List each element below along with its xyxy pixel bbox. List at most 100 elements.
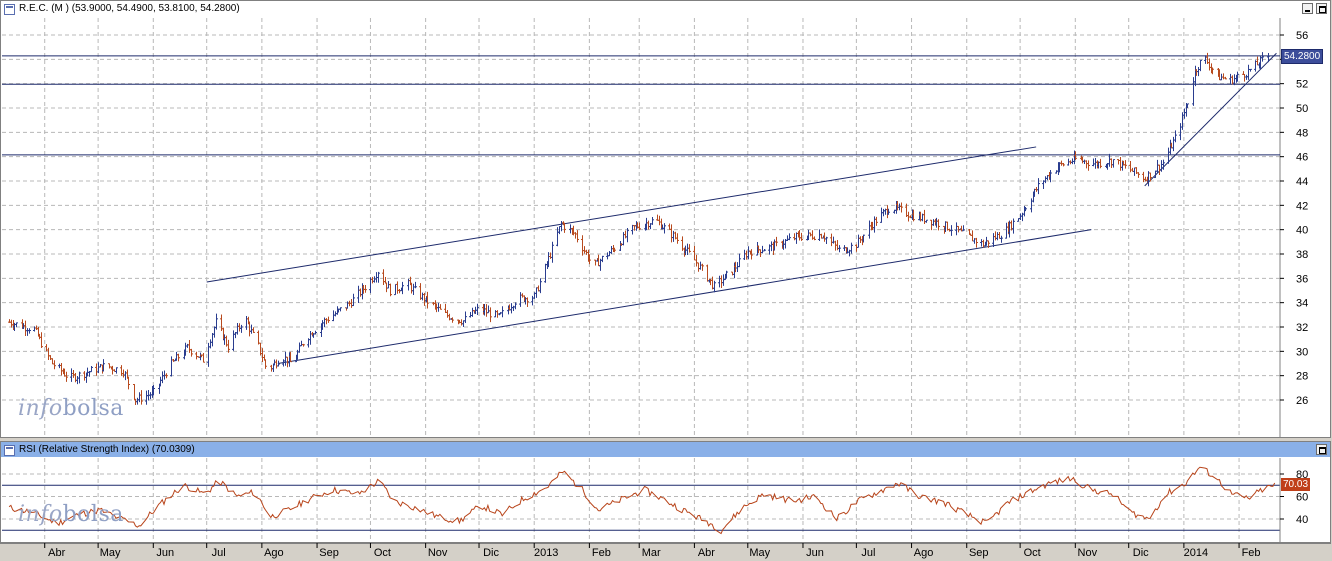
ohlc-bar <box>738 253 741 268</box>
ohlc-bar <box>248 321 251 337</box>
ohlc-bar <box>535 287 538 298</box>
ohlc-bar <box>446 309 449 318</box>
ohlc-bar <box>485 304 488 317</box>
minimize-icon[interactable] <box>1302 3 1313 14</box>
ohlc-bar <box>626 227 629 243</box>
ohlc-bar <box>95 363 98 376</box>
price-tick-label: 42 <box>1296 200 1308 212</box>
ohlc-bar <box>1197 66 1200 77</box>
ohlc-bar <box>1000 235 1003 243</box>
price-tick-label: 40 <box>1296 225 1308 237</box>
ohlc-bar <box>1194 65 1197 87</box>
ohlc-bar <box>152 385 155 396</box>
ohlc-bar <box>127 376 130 390</box>
price-tick-label: 50 <box>1296 103 1308 115</box>
ohlc-bar <box>544 263 547 283</box>
ohlc-bar <box>47 347 50 360</box>
ohlc-bar <box>211 332 214 347</box>
ohlc-bar <box>786 235 789 241</box>
ohlc-bar <box>1229 73 1232 84</box>
x-tick-label: Feb <box>592 547 611 559</box>
rsi-tick-label: 80 <box>1296 469 1308 481</box>
ohlc-bar <box>937 219 940 231</box>
ohlc-bar <box>277 360 280 367</box>
ohlc-bar <box>1179 123 1182 141</box>
ohlc-bar <box>551 241 554 263</box>
ohlc-bar <box>460 319 463 326</box>
ohlc-bar <box>1112 159 1115 168</box>
ohlc-bar <box>613 247 616 253</box>
window-menu-icon[interactable] <box>4 445 15 456</box>
ohlc-bar <box>998 232 1001 239</box>
ohlc-bar <box>136 397 139 405</box>
ohlc-bar <box>53 360 56 370</box>
ohlc-bar <box>170 356 173 377</box>
ohlc-bar <box>880 207 883 223</box>
ohlc-bar <box>426 291 429 309</box>
ohlc-bar <box>1129 160 1132 173</box>
x-tick-label: May <box>749 547 770 559</box>
ohlc-bar <box>688 244 691 253</box>
ohlc-bar <box>1186 103 1189 109</box>
ohlc-bar <box>188 339 191 353</box>
rsi-tick-label: 60 <box>1296 492 1308 504</box>
price-tick-label: 26 <box>1296 395 1308 407</box>
x-tick-label: Abr <box>48 547 65 559</box>
ohlc-bar <box>227 339 230 353</box>
ohlc-bar <box>531 295 534 306</box>
ohlc-bar <box>608 251 611 257</box>
price-panel-title: R.E.C. (M ) (53.9000, 54.4900, 53.8100, … <box>19 3 240 14</box>
ohlc-bar <box>743 249 746 261</box>
ohlc-bar <box>619 240 622 251</box>
ohlc-bar <box>289 351 292 363</box>
ohlc-bar <box>1099 158 1102 169</box>
ohlc-bar <box>1044 176 1047 184</box>
ohlc-bar <box>701 263 704 271</box>
ohlc-bar <box>115 367 118 374</box>
ohlc-bar <box>165 373 168 379</box>
ohlc-bar <box>800 232 803 241</box>
x-tick-label: Nov <box>1078 547 1098 559</box>
ohlc-bar <box>668 223 671 230</box>
price-tick-label: 38 <box>1296 249 1308 261</box>
ohlc-bar <box>722 274 725 286</box>
ohlc-bar <box>955 222 958 236</box>
ohlc-bar <box>133 384 136 401</box>
ohlc-bar <box>177 353 180 362</box>
ohlc-bar <box>1094 158 1097 169</box>
ohlc-bar <box>900 202 903 213</box>
ohlc-bar <box>549 252 552 259</box>
ohlc-bar <box>350 298 353 308</box>
ohlc-bar <box>1243 73 1246 82</box>
price-tick-label: 32 <box>1296 322 1308 334</box>
ohlc-bar <box>257 330 260 345</box>
price-overlays <box>2 52 1280 364</box>
ohlc-bar <box>1256 56 1259 66</box>
ohlc-bar <box>149 392 152 400</box>
ohlc-bar <box>651 216 654 225</box>
ohlc-bar <box>1012 218 1015 234</box>
maximize-icon[interactable] <box>1316 444 1327 455</box>
ohlc-bar <box>932 219 935 226</box>
ohlc-bar <box>195 351 198 360</box>
ohlc-bar <box>325 318 328 325</box>
x-tick-label: Dic <box>1133 547 1149 559</box>
last-rsi-badge: 70.03 <box>1281 478 1311 492</box>
ohlc-bar <box>1245 74 1248 80</box>
ohlc-bar <box>875 216 878 226</box>
ohlc-bar <box>610 245 613 254</box>
ohlc-bar <box>476 303 479 316</box>
window-menu-icon[interactable] <box>4 4 15 15</box>
ohlc-bar <box>825 236 828 245</box>
ohlc-bar <box>1199 59 1202 72</box>
maximize-icon[interactable] <box>1316 3 1327 14</box>
ohlc-bar <box>314 330 317 335</box>
ohlc-bar <box>309 331 312 345</box>
rsi-panel: RSI (Relative Strength Index) (70.0309) <box>0 441 1331 543</box>
ohlc-bar <box>813 236 816 241</box>
x-tick-label: Jul <box>861 547 875 559</box>
price-tick-label: 28 <box>1296 371 1308 383</box>
ohlc-bar <box>697 262 700 272</box>
ohlc-bar <box>332 310 335 322</box>
